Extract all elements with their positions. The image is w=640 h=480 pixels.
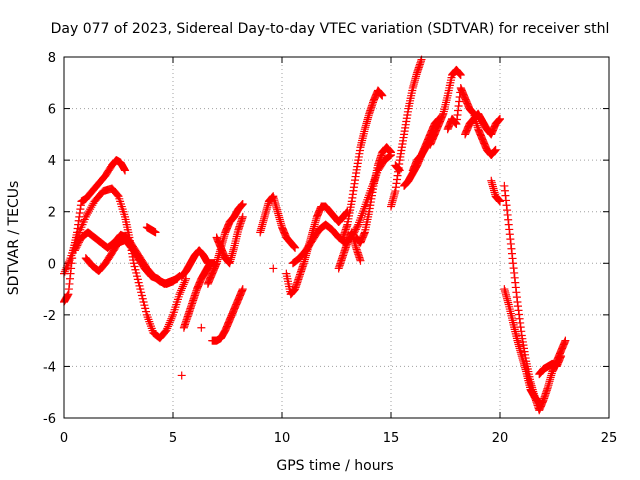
data-point bbox=[353, 222, 362, 231]
data-point bbox=[166, 316, 175, 325]
data-point bbox=[491, 145, 500, 154]
data-point bbox=[168, 312, 177, 321]
data-point bbox=[179, 280, 188, 289]
y-tick-label: -4 bbox=[43, 360, 56, 375]
data-point bbox=[167, 314, 176, 323]
data-point bbox=[162, 326, 171, 335]
x-axis-label: GPS time / hours bbox=[276, 458, 393, 474]
y-tick-label: 2 bbox=[48, 206, 56, 221]
y-tick-label: 4 bbox=[48, 154, 56, 169]
data-point bbox=[163, 324, 172, 333]
data-point bbox=[456, 71, 465, 80]
x-tick-label: 15 bbox=[383, 431, 400, 446]
data-point bbox=[175, 290, 184, 299]
data-point bbox=[561, 336, 570, 345]
data-point bbox=[238, 212, 247, 221]
x-tick-label: 25 bbox=[601, 431, 618, 446]
data-point bbox=[64, 259, 73, 268]
data-point bbox=[176, 288, 185, 297]
data-point bbox=[197, 323, 206, 332]
data-point bbox=[378, 91, 387, 100]
data-point bbox=[269, 264, 278, 273]
plot-frame bbox=[63, 56, 610, 419]
chart-title: Day 077 of 2023, Sidereal Day-to-day VTE… bbox=[51, 21, 610, 37]
data-point bbox=[177, 371, 186, 380]
y-tick-label: 6 bbox=[48, 103, 56, 118]
data-point bbox=[164, 320, 173, 329]
data-point bbox=[164, 322, 173, 331]
data-point bbox=[165, 318, 174, 327]
data-point bbox=[203, 259, 212, 268]
data-point bbox=[496, 197, 504, 206]
data-point bbox=[121, 166, 130, 175]
data-point bbox=[60, 267, 69, 276]
x-tick-label: 5 bbox=[169, 431, 177, 446]
data-points bbox=[60, 55, 570, 415]
y-tick-label: 0 bbox=[48, 257, 56, 272]
data-point bbox=[113, 191, 122, 200]
data-point bbox=[387, 148, 395, 157]
data-point bbox=[61, 265, 70, 274]
x-tick-label: 0 bbox=[60, 431, 68, 446]
data-point bbox=[395, 166, 404, 175]
data-point bbox=[177, 284, 186, 293]
data-point bbox=[151, 228, 160, 237]
data-point bbox=[238, 199, 247, 208]
data-point bbox=[181, 276, 190, 285]
x-tick-label: 20 bbox=[492, 431, 509, 446]
data-point bbox=[173, 274, 182, 283]
data-point bbox=[112, 190, 121, 199]
data-point bbox=[178, 282, 187, 291]
data-point bbox=[496, 114, 504, 123]
y-tick-label: 8 bbox=[48, 51, 56, 66]
y-tick-label: -2 bbox=[43, 309, 56, 324]
data-point bbox=[180, 278, 189, 287]
data-point bbox=[557, 352, 566, 361]
data-point bbox=[238, 285, 247, 294]
x-tick-label: 10 bbox=[274, 431, 291, 446]
data-point bbox=[177, 286, 186, 295]
y-tick-label: -6 bbox=[43, 412, 56, 427]
y-axis-label: SDTVAR / TECUs bbox=[6, 181, 22, 296]
data-point bbox=[356, 256, 365, 265]
data-point bbox=[291, 243, 300, 252]
